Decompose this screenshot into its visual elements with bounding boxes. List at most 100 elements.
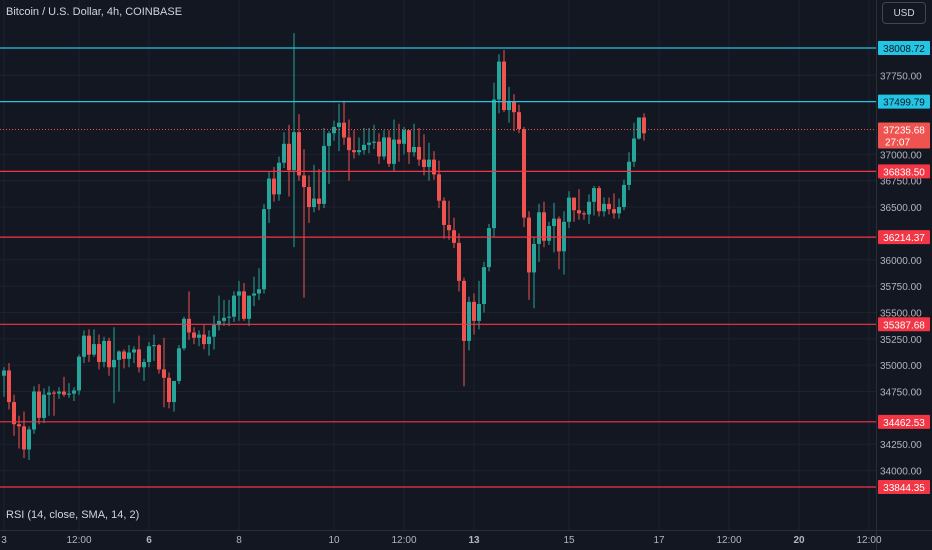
candle-body [402, 130, 406, 144]
candle-body [272, 178, 276, 195]
candle-body [147, 346, 151, 363]
candle-body [507, 101, 511, 111]
candle-body [557, 218, 561, 252]
candle-body [262, 209, 266, 290]
candle-body [372, 141, 376, 143]
candle-body [382, 137, 386, 157]
candle-body [167, 377, 171, 403]
candle-body [82, 335, 86, 357]
candle-body [387, 137, 391, 164]
candle-body [42, 394, 46, 418]
candle-body [497, 61, 501, 100]
x-tick-label: 12:00 [716, 535, 741, 546]
y-tick-label: 37000.00 [880, 150, 922, 161]
candle-body [622, 184, 626, 208]
candle-body [207, 336, 211, 345]
x-tick-label: 12:00 [391, 535, 416, 546]
candle-body [32, 391, 36, 430]
candle-body [237, 291, 241, 296]
candle-body [222, 317, 226, 321]
candle-body [177, 348, 181, 381]
candle-body [62, 391, 66, 395]
candle-body [327, 133, 331, 146]
candle-body [92, 344, 96, 355]
candle-body [142, 362, 146, 368]
candle-body [27, 429, 31, 450]
y-tick-label: 34000.00 [880, 467, 922, 478]
candle-body [127, 352, 131, 359]
candle-body [77, 356, 81, 391]
x-tick-label: 20 [793, 535, 805, 546]
candle-body [367, 142, 371, 145]
indicator-label[interactable]: RSI (14, close, SMA, 14, 2) [6, 509, 140, 521]
y-tick-label: 35500.00 [880, 308, 922, 319]
candle-body [257, 289, 261, 294]
candle-body [342, 122, 346, 138]
candle-body [277, 162, 281, 195]
candle-body [152, 345, 156, 347]
candle-body [157, 345, 161, 370]
countdown-label: 27:07 [885, 137, 910, 148]
candle-body [57, 391, 61, 394]
candle-body [542, 212, 546, 241]
candle-body [17, 424, 21, 427]
candle-body [407, 130, 411, 153]
candle-body [192, 332, 196, 338]
x-tick-label: 15 [563, 535, 575, 546]
candle-body [302, 175, 306, 188]
candle-body [447, 224, 451, 231]
y-tick-label: 35000.00 [880, 361, 922, 372]
candle-body [552, 218, 556, 227]
candle-body [612, 209, 616, 214]
candle-body [72, 390, 76, 394]
candle-body [232, 295, 236, 317]
level-price-tag [878, 164, 930, 179]
candle-body [397, 139, 401, 144]
y-tick-label: 36500.00 [880, 203, 922, 214]
level-price-tag [878, 317, 930, 332]
candle-body [412, 146, 416, 153]
candle-body [527, 217, 531, 273]
level-price-tag [878, 41, 930, 55]
last-price-tag [878, 122, 930, 149]
candle-body [202, 334, 206, 345]
x-tick-label: 10 [328, 535, 340, 546]
candle-body [37, 391, 41, 418]
candle-body [267, 178, 271, 210]
candle-body [362, 144, 366, 151]
candle-body [637, 117, 641, 139]
x-tick-label: 12:00 [856, 535, 881, 546]
level-price-tag [878, 414, 930, 429]
candle-body [292, 132, 296, 171]
candle-body [102, 340, 106, 363]
x-tick-label: 12:00 [66, 535, 91, 546]
chart-title: Bitcoin / U.S. Dollar, 4h, COINBASE [6, 6, 183, 18]
candle-body [482, 267, 486, 305]
currency-button[interactable]: USD [882, 2, 926, 24]
x-tick-label: 13 [468, 535, 480, 546]
candle-body [322, 145, 326, 204]
candle-body [347, 137, 351, 151]
y-tick-label: 34250.00 [880, 440, 922, 451]
candle-body [287, 143, 291, 171]
candle-body [442, 200, 446, 225]
candle-body [427, 159, 431, 167]
candle-body [172, 380, 176, 403]
candle-body [337, 122, 341, 127]
candle-body [592, 188, 596, 202]
x-tick-label: 17 [653, 535, 665, 546]
candle-body [642, 117, 646, 134]
candle-body [317, 198, 321, 204]
candle-body [432, 159, 436, 175]
candle-body [297, 132, 301, 176]
candle-body [467, 301, 471, 341]
y-tick-label: 37750.00 [880, 71, 922, 82]
candle-body [377, 141, 381, 157]
level-price-label: 33844.35 [883, 483, 925, 494]
candle-body [512, 101, 516, 113]
candle-body [217, 320, 221, 326]
candle-body [52, 392, 56, 394]
candle-body [537, 212, 541, 244]
candle-body [462, 280, 466, 341]
